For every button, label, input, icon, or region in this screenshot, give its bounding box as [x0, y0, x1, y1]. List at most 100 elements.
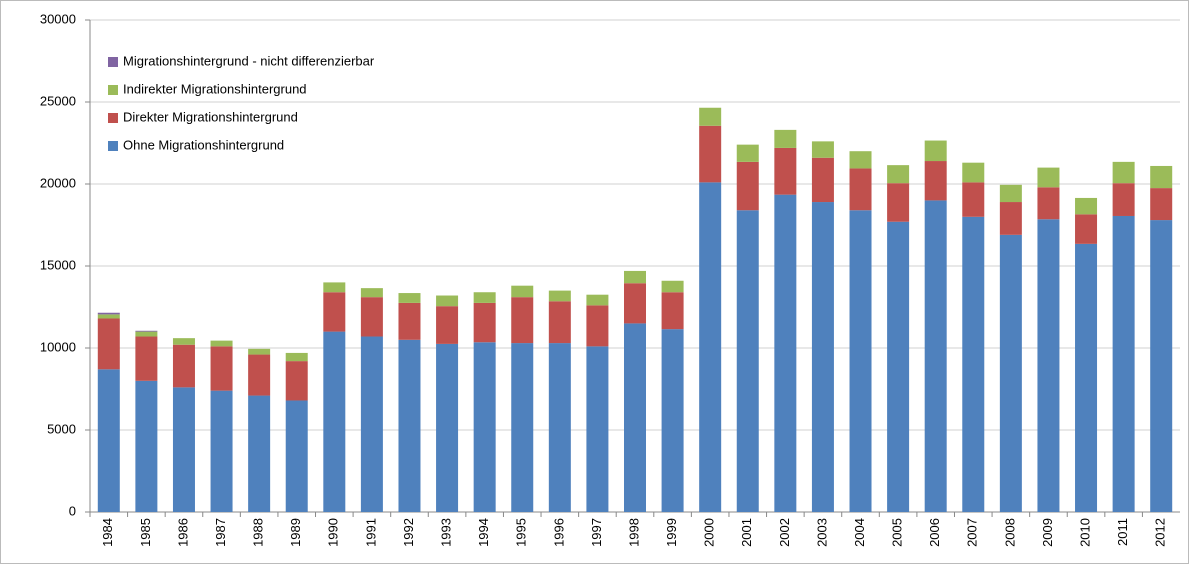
x-tick-label: 2005 — [890, 518, 905, 547]
bar-segment — [135, 331, 158, 337]
bar-segment — [323, 282, 346, 293]
bar-segment — [999, 202, 1022, 235]
x-tick-label: 1986 — [175, 518, 190, 547]
bar-segment — [849, 210, 872, 513]
bar-segment — [811, 157, 834, 203]
x-tick-label: 2008 — [1002, 518, 1017, 547]
legend-label: Indirekter Migrationshintergrund — [123, 81, 307, 96]
bar-segment — [436, 295, 459, 307]
x-tick-label: 1997 — [589, 518, 604, 547]
bar-segment — [999, 184, 1022, 203]
bar-segment — [624, 270, 646, 284]
bar-segment — [887, 221, 910, 512]
bar-segment — [924, 200, 947, 512]
x-tick-label: 2006 — [927, 518, 942, 547]
bar-segment — [511, 297, 534, 344]
bar-segment — [811, 141, 834, 158]
bar-segment — [1075, 243, 1098, 513]
bar-segment — [248, 354, 271, 396]
x-tick-label: 1998 — [626, 518, 641, 547]
x-tick-label: 1994 — [476, 518, 491, 547]
x-tick-label: 1989 — [288, 518, 303, 547]
bar-segment — [1150, 165, 1173, 189]
bar-segment — [548, 290, 571, 302]
bar-segment — [699, 182, 722, 513]
x-tick-label: 2011 — [1115, 518, 1130, 546]
bar-segment — [360, 336, 383, 512]
bar-segment — [548, 301, 571, 344]
bar-segment — [774, 129, 797, 148]
bar-segment — [1037, 219, 1060, 512]
bar-segment — [774, 147, 797, 195]
legend-swatch — [108, 57, 118, 67]
bar-segment — [398, 293, 421, 303]
bar-segment — [736, 144, 759, 162]
bar-segment — [210, 346, 233, 391]
x-tick-label: 2002 — [777, 518, 792, 547]
bar-segment — [1037, 187, 1060, 220]
legend-swatch — [108, 113, 118, 123]
bar-segment — [586, 294, 609, 306]
bar-segment — [624, 283, 646, 324]
bar-segment — [398, 302, 421, 340]
x-tick-label: 2010 — [1077, 518, 1092, 547]
x-tick-label: 1985 — [138, 518, 153, 547]
bar-segment — [248, 395, 271, 512]
bar-segment — [999, 234, 1022, 512]
y-tick-label: 20000 — [40, 175, 76, 190]
bar-segment — [135, 336, 158, 381]
bar-segment — [436, 306, 459, 344]
bar-segment — [436, 343, 459, 512]
bar-segment — [1112, 183, 1135, 216]
bar-segment — [586, 346, 609, 512]
bar-segment — [962, 162, 985, 183]
bar-segment — [210, 340, 233, 347]
x-tick-label: 2012 — [1153, 518, 1168, 547]
bar-segment — [398, 339, 421, 512]
bar-segment — [323, 292, 346, 332]
bar-segment — [285, 352, 308, 362]
y-tick-label: 10000 — [40, 339, 76, 354]
bar-segment — [1075, 214, 1098, 244]
bar-segment — [1037, 167, 1060, 188]
bar-segment — [285, 400, 308, 512]
legend-label: Migrationshintergrund - nicht differenzi… — [123, 53, 375, 68]
x-tick-label: 1993 — [439, 518, 454, 547]
bar-segment — [360, 288, 383, 298]
bar-segment — [1112, 215, 1135, 513]
bar-segment — [172, 344, 195, 388]
x-tick-label: 1987 — [213, 518, 228, 547]
bar-segment — [1075, 197, 1098, 215]
legend-label: Ohne Migrationshintergrund — [123, 137, 284, 152]
x-tick-label: 2001 — [739, 518, 754, 547]
bar-segment — [736, 161, 759, 211]
bar-segment — [248, 348, 271, 355]
bar-segment — [473, 292, 496, 303]
x-tick-label: 1996 — [551, 518, 566, 547]
bar-segment — [97, 314, 120, 319]
bar-segment — [97, 312, 120, 315]
legend-label: Direkter Migrationshintergrund — [123, 109, 298, 124]
bar-segment — [548, 343, 571, 512]
x-tick-label: 1990 — [326, 518, 341, 547]
bar-segment — [699, 125, 722, 183]
bar-segment — [962, 182, 985, 217]
bar-segment — [210, 390, 233, 512]
bar-segment — [511, 343, 534, 512]
bar-segment — [473, 342, 496, 512]
x-tick-label: 1999 — [664, 518, 679, 547]
bar-segment — [172, 338, 195, 345]
bar-segment — [661, 292, 684, 330]
y-tick-label: 25000 — [40, 93, 76, 108]
bar-segment — [924, 140, 947, 162]
bar-segment — [1150, 188, 1173, 221]
legend-swatch — [108, 85, 118, 95]
bar-segment — [473, 302, 496, 343]
y-tick-label: 0 — [69, 503, 76, 518]
bar-segment — [360, 297, 383, 337]
x-tick-label: 1995 — [514, 518, 529, 547]
x-tick-label: 1988 — [251, 518, 266, 547]
bar-segment — [962, 216, 985, 513]
bar-segment — [1112, 161, 1135, 184]
